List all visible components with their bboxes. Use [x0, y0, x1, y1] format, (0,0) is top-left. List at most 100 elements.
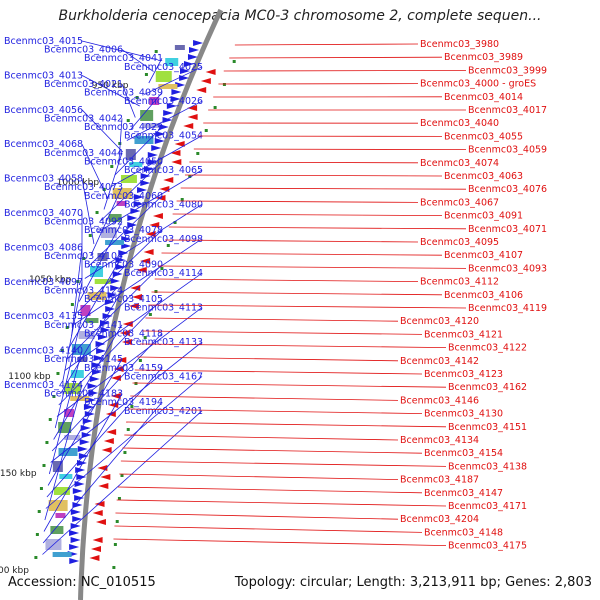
reverse-gene-mark — [101, 447, 112, 453]
feature-block — [55, 513, 66, 518]
feature-block — [116, 201, 127, 206]
reverse-gene-mark — [98, 483, 109, 489]
scale-label: 1150 kbp — [0, 469, 37, 479]
feature-dot — [115, 520, 119, 523]
forward-gene-mark — [80, 425, 91, 431]
left-leader-line — [76, 229, 163, 314]
right-leader-line — [148, 304, 467, 309]
forward-gene-mark — [171, 89, 182, 95]
feature-dot — [113, 543, 117, 546]
right-gene-label: Bcenmc03_4040 — [420, 118, 499, 129]
feature-block — [64, 435, 81, 440]
scale-label: 1050 kbp — [29, 275, 72, 285]
left-leader-line — [130, 92, 163, 130]
reverse-gene-mark — [122, 321, 133, 327]
right-gene-label: Bcenmc03_4063 — [444, 171, 523, 182]
right-leader-line — [154, 278, 419, 282]
right-leader-line — [115, 512, 399, 520]
forward-gene-mark — [89, 376, 100, 382]
reverse-gene-mark — [130, 285, 141, 291]
feature-dot — [112, 566, 116, 569]
forward-gene-mark — [69, 558, 80, 564]
left-leader-line — [148, 58, 163, 84]
feature-block — [58, 422, 72, 433]
map-title: Burkholderia cenocepacia MC0-3 chromosom… — [58, 8, 542, 24]
left-leader-line — [84, 204, 203, 279]
left-leader-line — [81, 75, 140, 107]
reverse-gene-mark — [200, 78, 211, 84]
left-leader-line — [71, 247, 83, 337]
right-leader-line — [223, 70, 467, 72]
left-leader-line — [66, 264, 163, 360]
forward-gene-mark — [70, 509, 81, 515]
reverse-gene-mark — [90, 546, 101, 552]
left-gene-label: Bcenmc03_4070 — [4, 208, 83, 219]
reverse-gene-mark — [170, 150, 181, 156]
right-leader-line — [234, 43, 419, 46]
right-leader-line — [134, 369, 423, 375]
left-gene-label: Bcenmc03_4097 — [4, 277, 83, 288]
feature-dot — [135, 96, 139, 99]
forward-gene-mark — [143, 166, 154, 172]
feature-block — [94, 279, 111, 284]
forward-gene-mark — [70, 537, 81, 543]
left-gene-label: Bcenmc03_4068 — [4, 139, 83, 150]
right-leader-line — [151, 291, 443, 296]
right-leader-line — [119, 473, 399, 480]
right-leader-line — [142, 330, 423, 335]
feature-dot — [232, 60, 236, 63]
right-gene-label: Bcenmc03_4071 — [468, 224, 547, 235]
right-leader-line — [113, 538, 447, 546]
feature-dot — [130, 405, 134, 408]
forward-gene-mark — [69, 530, 80, 536]
left-gene-label: Bcenmc03_4078 — [84, 225, 163, 236]
right-leader-line — [176, 200, 419, 203]
feature-dot — [117, 497, 121, 500]
feature-dot — [126, 428, 130, 431]
forward-gene-mark — [127, 215, 138, 221]
feature-dot — [144, 73, 148, 76]
feature-block — [143, 123, 160, 128]
reverse-gene-mark — [121, 339, 132, 345]
forward-gene-mark — [95, 341, 106, 347]
right-gene-label: Bcenmc03_4146 — [400, 395, 479, 406]
right-leader-line — [145, 317, 399, 322]
right-leader-line — [137, 356, 399, 362]
left-leader-line — [45, 376, 203, 509]
left-gene-label: Bcenmc03_4065 — [124, 165, 203, 176]
forward-gene-mark — [70, 523, 81, 529]
left-gene-label: Bcenmc03_4167 — [124, 371, 203, 382]
forward-gene-mark — [72, 516, 83, 522]
right-gene-label: Bcenmc03_4120 — [400, 316, 479, 327]
reverse-gene-mark — [97, 465, 108, 471]
left-gene-label: Bcenmc03_4006 — [44, 45, 123, 56]
feature-dot — [35, 533, 39, 536]
right-gene-label: Bcenmc03_4119 — [468, 303, 547, 314]
forward-gene-mark — [87, 383, 98, 389]
reverse-gene-mark — [149, 222, 160, 228]
right-gene-label: Bcenmc03_4130 — [424, 409, 503, 420]
left-leader-line — [103, 152, 123, 210]
feature-block — [125, 149, 136, 160]
right-gene-label: Bcenmc03_4204 — [400, 514, 479, 525]
left-leader-line — [81, 109, 124, 153]
right-gene-label: Bcenmc03_4122 — [448, 343, 527, 354]
feature-dot — [123, 451, 127, 454]
reverse-gene-mark — [110, 393, 121, 399]
feature-dot — [188, 175, 192, 178]
left-gene-label: Bcenmc03_4105 — [84, 294, 163, 305]
right-gene-label: Bcenmc03_4106 — [444, 290, 523, 301]
forward-gene-mark — [76, 460, 87, 466]
left-leader-line — [58, 298, 163, 406]
feature-dot — [173, 221, 177, 224]
forward-gene-mark — [140, 173, 151, 179]
feature-dot — [56, 372, 60, 375]
right-leader-line — [117, 486, 423, 494]
reverse-gene-mark — [196, 87, 207, 93]
forward-gene-mark — [91, 362, 102, 368]
feature-dot — [154, 290, 158, 293]
feature-block — [155, 71, 172, 82]
reverse-gene-mark — [108, 402, 119, 408]
left-gene-label: Bcenmc03_4183 — [44, 389, 123, 400]
left-gene-label: Bcenmc03_4013 — [4, 70, 83, 81]
